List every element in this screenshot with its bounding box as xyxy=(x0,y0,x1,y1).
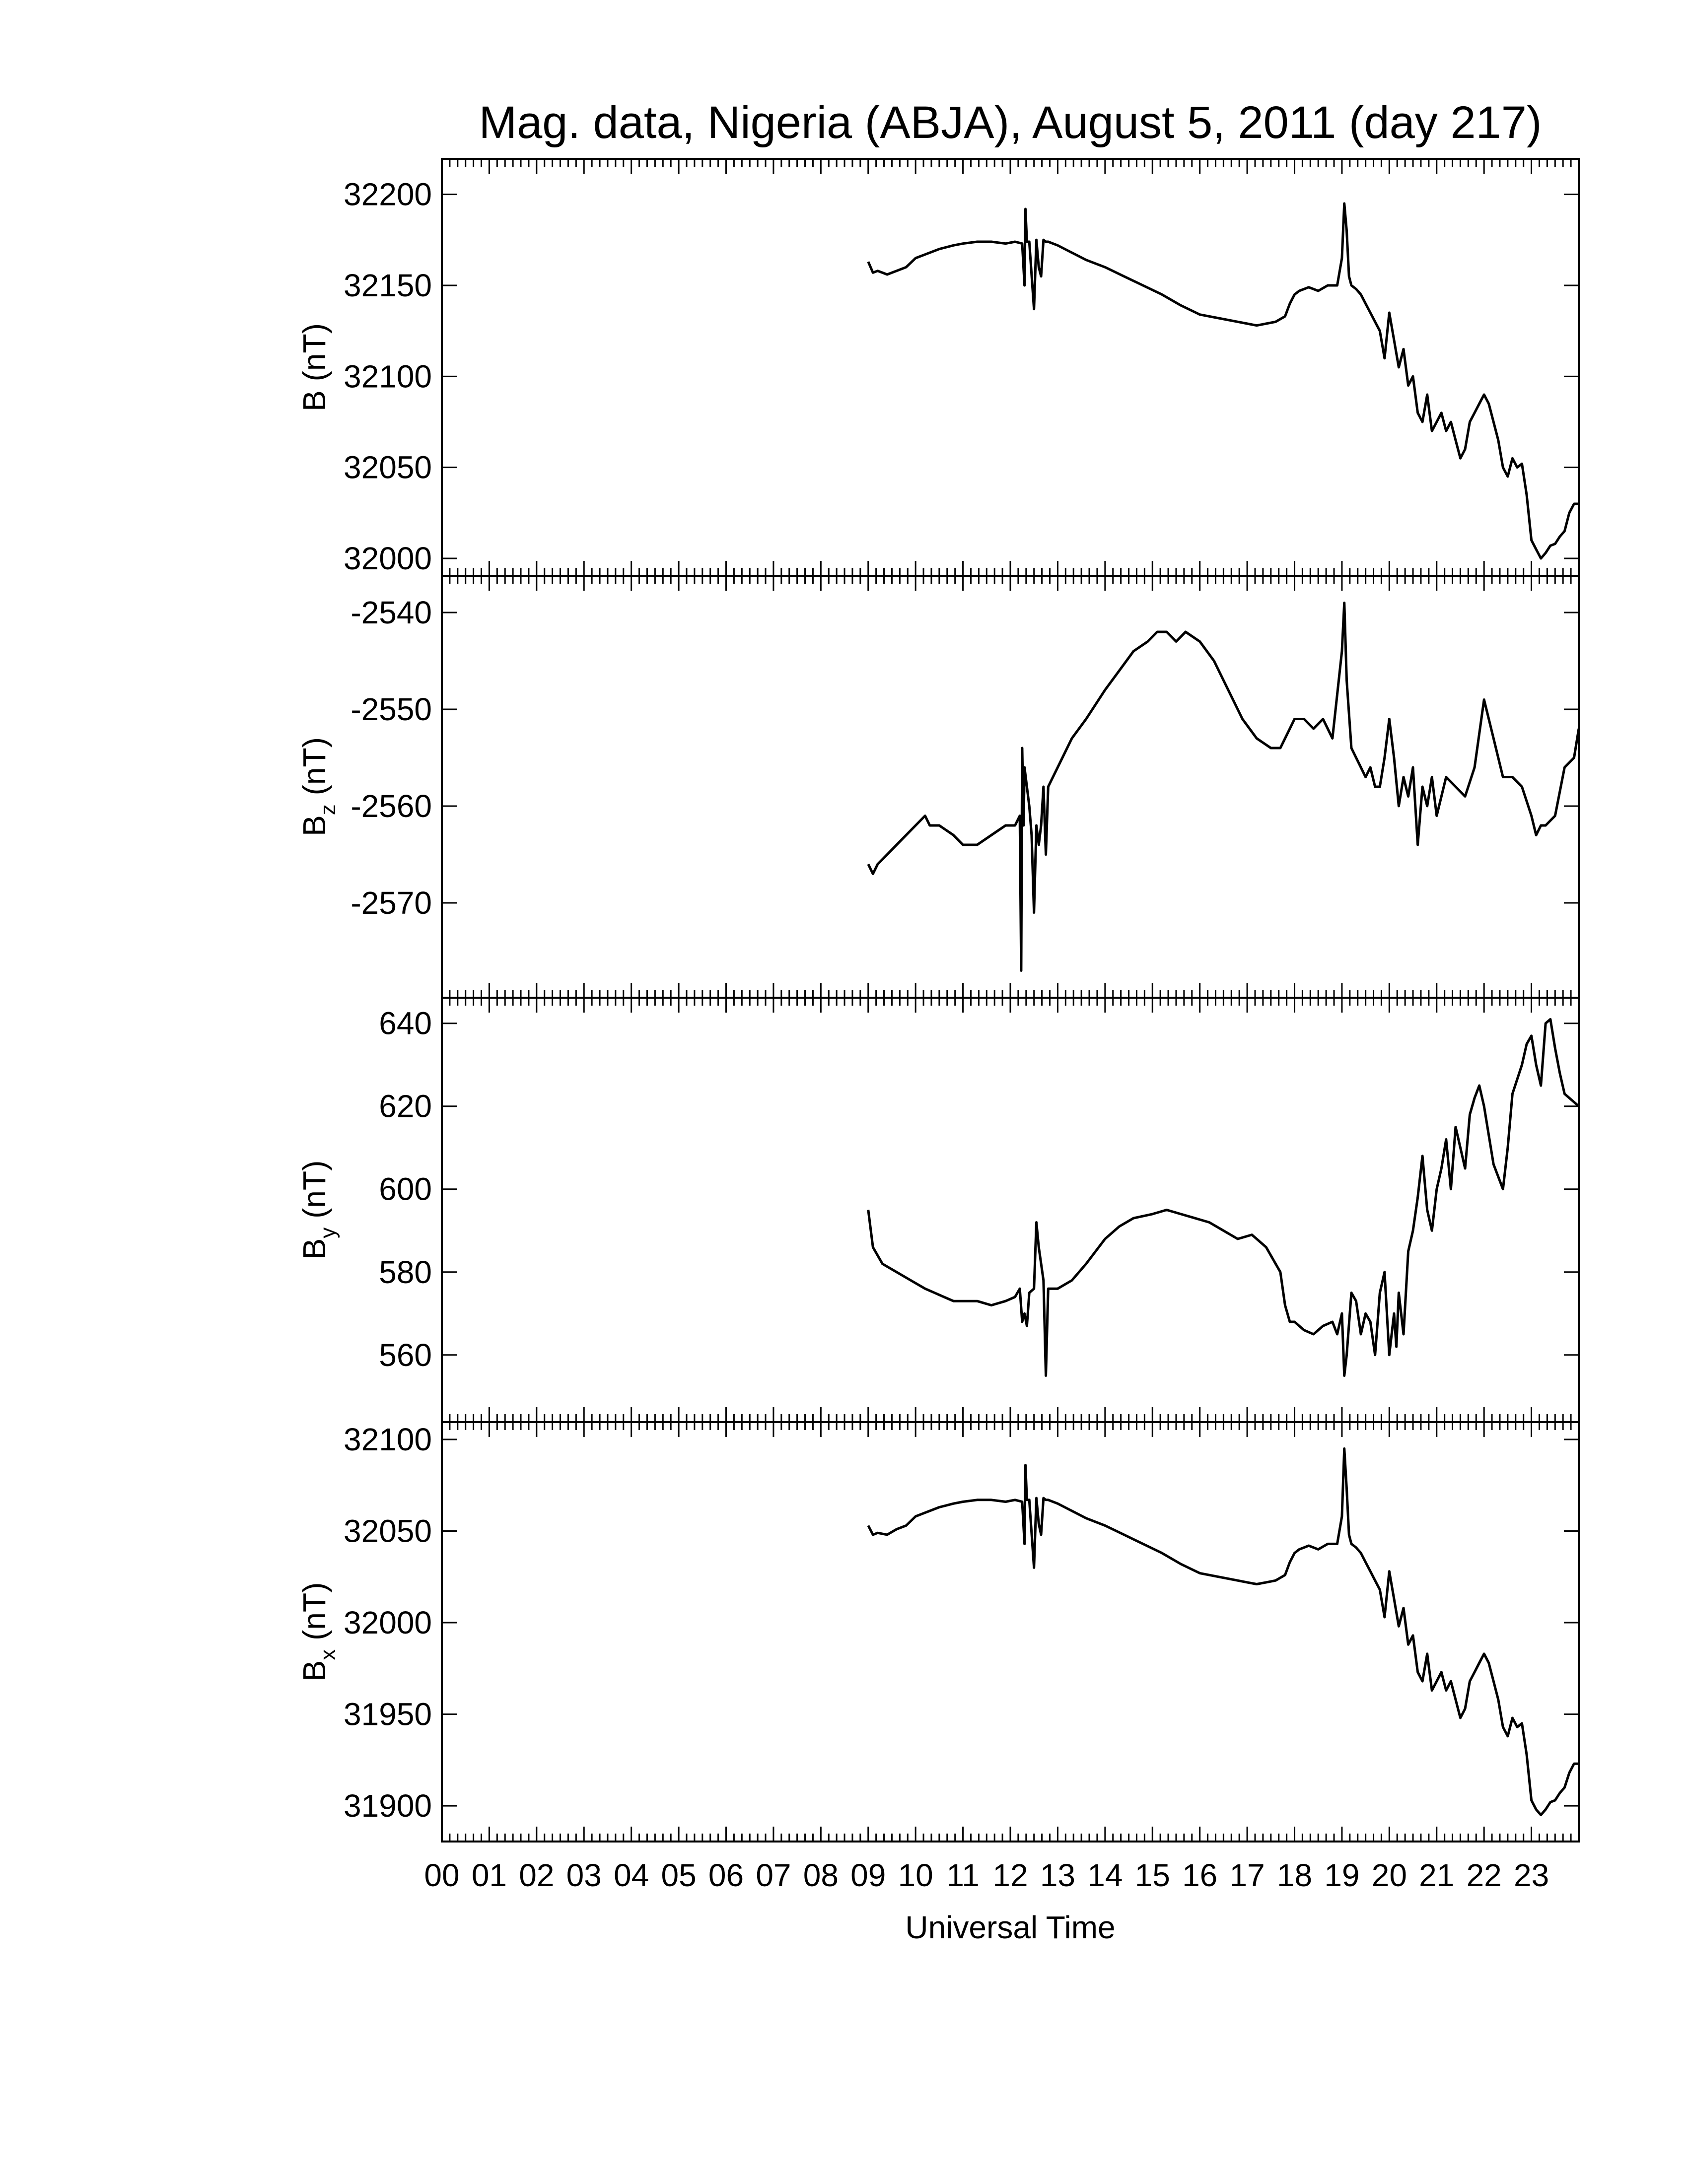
y-tick-label: 32050 xyxy=(344,1513,432,1549)
y-axis-label: By (nT) xyxy=(296,1160,340,1260)
y-axis-label-subscript: x xyxy=(316,1649,340,1660)
y-axis-label-main: B xyxy=(296,1660,332,1682)
y-axis-label-unit: (nT) xyxy=(296,1582,332,1649)
x-tick-label: 07 xyxy=(756,1857,791,1893)
y-axis-label-subscript: y xyxy=(316,1228,340,1238)
x-tick-labels: 00 01 02 03 04 05 06 07 08 09 10 11 12 13 14 15 16 17 18 19… xyxy=(424,1857,1549,1893)
y-tick-label: 31900 xyxy=(344,1788,432,1824)
y-tick-label: 32100 xyxy=(344,1422,432,1457)
y-tick-label: -2550 xyxy=(351,691,432,727)
y-axis-label: B (nT) xyxy=(296,323,332,411)
panel-2: -2570 -2560 -2550 -2540 Bz (nT) xyxy=(296,575,1580,999)
y-tick-label: 600 xyxy=(379,1171,432,1207)
y-tick-label: 640 xyxy=(379,1006,432,1041)
y-axis-label-unit: (nT) xyxy=(296,1160,332,1228)
series-line xyxy=(867,1018,1580,1377)
x-tick-label: 15 xyxy=(1135,1857,1170,1893)
series-line xyxy=(867,1447,1579,1816)
x-tick-label: 03 xyxy=(566,1857,602,1893)
chart-title: Mag. data, Nigeria (ABJA), August 5, 201… xyxy=(479,97,1542,148)
y-axis-label-main: B xyxy=(296,390,332,411)
panel-4: 31900 31950 32000 32050 32100 Bx (nT) xyxy=(296,1421,1580,1843)
y-tick-label: -2570 xyxy=(351,885,432,921)
panel-frame xyxy=(441,997,1580,1423)
x-tick-label: 09 xyxy=(850,1857,886,1893)
y-tick-label: 560 xyxy=(379,1337,432,1373)
series-line xyxy=(867,602,1580,972)
x-tick-label: 12 xyxy=(992,1857,1028,1893)
y-axis-label-main: B xyxy=(296,815,332,836)
y-axis-label-main: B xyxy=(296,1238,332,1260)
x-tick-label: 01 xyxy=(472,1857,507,1893)
x-tick-label: 23 xyxy=(1514,1857,1549,1893)
x-tick-label: 20 xyxy=(1372,1857,1407,1893)
y-tick-label: 620 xyxy=(379,1089,432,1124)
y-axis-label-unit: (nT) xyxy=(296,323,332,390)
x-tick-label: 21 xyxy=(1419,1857,1454,1893)
panel-frame xyxy=(441,158,1580,577)
panel-frame xyxy=(441,1421,1580,1843)
y-tick-label: 32200 xyxy=(344,177,432,212)
x-axis-label: Universal Time xyxy=(905,1910,1115,1945)
y-tick-label: -2560 xyxy=(351,788,432,824)
y-tick-label: 32100 xyxy=(344,358,432,394)
panel-frame xyxy=(441,575,1580,999)
x-tick-label: 18 xyxy=(1277,1857,1312,1893)
x-tick-label: 11 xyxy=(946,1857,979,1893)
panel-1: 32000 32050 32100 32150 32200 B (nT) xyxy=(296,158,1580,577)
series-line xyxy=(867,202,1579,560)
y-tick-label: 32000 xyxy=(344,1605,432,1640)
x-tick-label: 17 xyxy=(1229,1857,1265,1893)
x-tick-label: 13 xyxy=(1040,1857,1075,1893)
y-axis-label: Bx (nT) xyxy=(296,1582,340,1682)
x-tick-label: 08 xyxy=(803,1857,839,1893)
x-tick-label: 02 xyxy=(519,1857,554,1893)
x-tick-label: 10 xyxy=(898,1857,933,1893)
x-tick-label: 00 xyxy=(424,1857,459,1893)
x-tick-label: 16 xyxy=(1182,1857,1217,1893)
y-axis-label-unit: (nT) xyxy=(296,737,332,804)
panels: 32000 32050 32100 32150 32200 B (nT) -2570 -256… xyxy=(296,158,1580,1893)
y-axis-label: Bz (nT) xyxy=(296,737,340,836)
y-tick-label: 32150 xyxy=(344,268,432,303)
x-tick-label: 05 xyxy=(661,1857,696,1893)
x-tick-label: 04 xyxy=(614,1857,649,1893)
x-tick-label: 19 xyxy=(1324,1857,1359,1893)
x-tick-label: 22 xyxy=(1467,1857,1502,1893)
x-tick-label: 06 xyxy=(708,1857,744,1893)
y-tick-label: 32050 xyxy=(344,450,432,485)
x-tick-label: 14 xyxy=(1087,1857,1123,1893)
y-axis-label-subscript: z xyxy=(316,804,340,815)
y-tick-label: -2540 xyxy=(351,595,432,630)
y-tick-label: 580 xyxy=(379,1254,432,1290)
y-tick-label: 31950 xyxy=(344,1697,432,1732)
y-tick-label: 32000 xyxy=(344,541,432,576)
panel-3: 560 580 600 620 640 By (nT) xyxy=(296,997,1580,1423)
